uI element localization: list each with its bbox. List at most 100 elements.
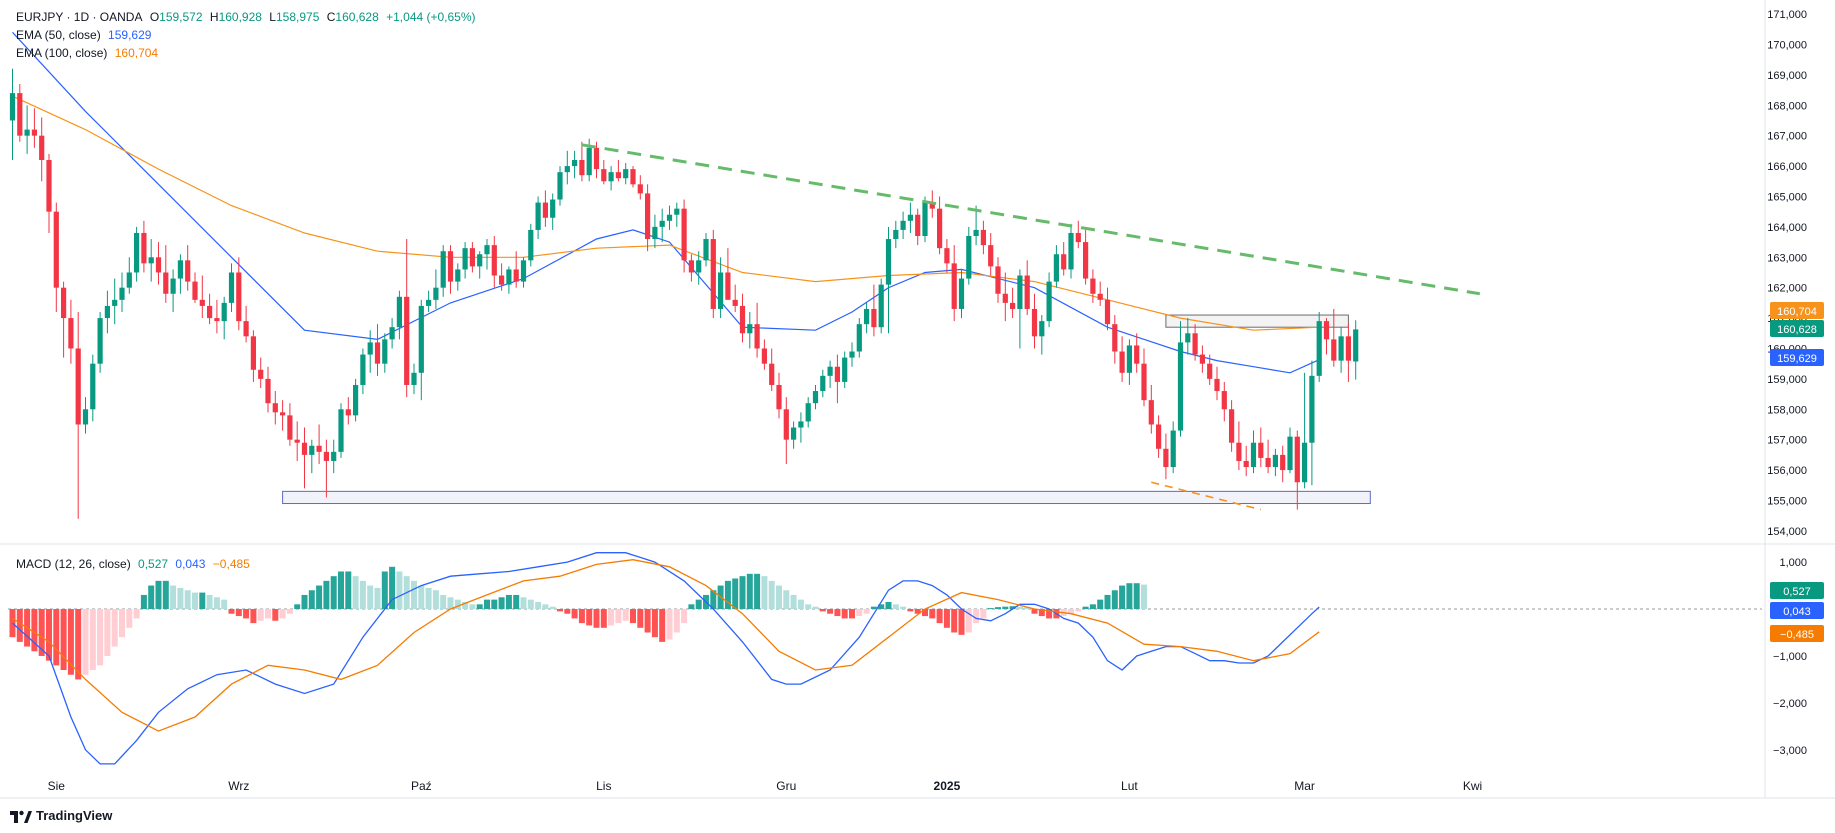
macd-histogram-bar [586, 609, 593, 626]
candle-down [1265, 457, 1271, 468]
candle-up [389, 327, 395, 340]
resistance-trendline [581, 143, 1481, 296]
macd-histogram-bar [841, 609, 848, 619]
candle-down [1280, 454, 1286, 471]
macd-histogram-bar [323, 580, 330, 610]
candle-down [929, 202, 935, 209]
macd-label-text: 0,527 [1783, 586, 1811, 598]
macd-histogram-bar [67, 609, 74, 675]
macd-histogram-bar [462, 601, 469, 610]
macd-histogram-bar [1024, 607, 1031, 610]
macd-histogram-bar [345, 571, 352, 610]
macd-histogram-bar [724, 580, 731, 610]
candle-up [842, 357, 848, 382]
candle-down [871, 308, 877, 328]
macd-histogram-bar [571, 609, 578, 619]
candle-up [666, 214, 673, 221]
price-tick-label: 163,000 [1767, 252, 1807, 264]
candle-down [988, 245, 994, 267]
macd-histogram-bar [505, 594, 512, 610]
macd-histogram-bar [659, 609, 666, 642]
macd-histogram-bar [148, 585, 155, 610]
candle-up [958, 278, 965, 309]
ema100-value: 160,704 [114, 46, 159, 60]
candle-down [316, 445, 322, 452]
legend-ema100-row[interactable]: EMA (100, close) 160,704 [16, 45, 162, 62]
candle-down [31, 129, 37, 136]
candle-down [951, 263, 957, 309]
candle-down [732, 299, 738, 306]
candle-down [68, 318, 74, 349]
macd-histogram-bar [943, 609, 950, 628]
macd-histogram-bar [812, 606, 819, 610]
ema50-line [12, 31, 1320, 374]
macd-histogram-bar [578, 609, 585, 624]
macd-histogram-bar [31, 609, 38, 652]
macd-histogram-bar [593, 609, 600, 628]
candle-up [360, 354, 366, 385]
macd-histogram-bar [600, 609, 607, 628]
macd-histogram-bar [454, 599, 461, 610]
candle-up [1017, 275, 1023, 309]
time-tick-label: Lis [596, 779, 611, 793]
candle-down [1031, 308, 1038, 337]
candle-down [834, 366, 840, 382]
candle-up [170, 278, 176, 294]
macd-histogram-bar [192, 592, 198, 610]
macd-histogram-bar [119, 609, 125, 638]
candle-down [615, 172, 621, 179]
candle-up [1185, 333, 1191, 343]
macd-histogram-bar [440, 594, 447, 610]
tradingview-logo[interactable]: TradingView [10, 808, 112, 823]
price-tick-label: 164,000 [1767, 222, 1807, 234]
candle-down [17, 93, 23, 136]
candle-up [1287, 436, 1293, 471]
candle-up [557, 172, 563, 200]
macd-histogram-bar [82, 609, 89, 675]
candle-up [1309, 375, 1315, 443]
candle-down [944, 248, 950, 264]
price-tick-label: 167,000 [1767, 131, 1807, 143]
macd-histogram-bar [834, 609, 841, 617]
macd-histogram-bar [827, 609, 834, 614]
candle-up [396, 296, 402, 328]
legend-ema50-row[interactable]: EMA (50, close) 159,629 [16, 27, 155, 44]
candle-up [564, 166, 570, 173]
candle-down [980, 229, 986, 246]
macd-histogram-bar [805, 604, 812, 610]
candle-up [798, 421, 804, 428]
macd-histogram-bar [1141, 584, 1147, 610]
macd-histogram-bar [316, 585, 323, 610]
macd-histogram-bar [513, 594, 520, 610]
macd-histogram-bar [206, 594, 213, 610]
candle-up [104, 305, 110, 319]
candle-down [1112, 324, 1118, 352]
candle-up [1039, 321, 1045, 337]
candle-down [1323, 321, 1330, 340]
candle-up [148, 257, 154, 264]
symbol-label[interactable]: EURJPY · 1D · OANDA [16, 10, 143, 24]
high-label: H [209, 10, 219, 24]
macd-histogram-bar [951, 609, 958, 633]
legend-macd-row[interactable]: MACD (12, 26, close) 0,527 0,043 −0,485 [16, 556, 254, 573]
candle-down [1002, 293, 1008, 303]
candle-down [937, 208, 943, 249]
candle-down [513, 269, 519, 282]
candle-down [1097, 293, 1103, 300]
macd-histogram-bar [221, 599, 228, 610]
candle-up [674, 208, 680, 215]
macd-histogram-bar [38, 609, 45, 656]
macd-histogram-bar [987, 608, 994, 610]
candle-up [9, 93, 16, 121]
macd-histogram-bar [374, 587, 381, 610]
macd-histogram-bar [900, 606, 907, 610]
macd-histogram-bar [250, 609, 257, 624]
macd-histogram-bar [213, 597, 220, 610]
macd-histogram-bar [644, 609, 651, 633]
macd-histogram-bar [243, 609, 250, 619]
macd-histogram-bar [338, 571, 344, 610]
time-tick-label: Paź [411, 779, 432, 793]
candle-up [856, 324, 862, 352]
